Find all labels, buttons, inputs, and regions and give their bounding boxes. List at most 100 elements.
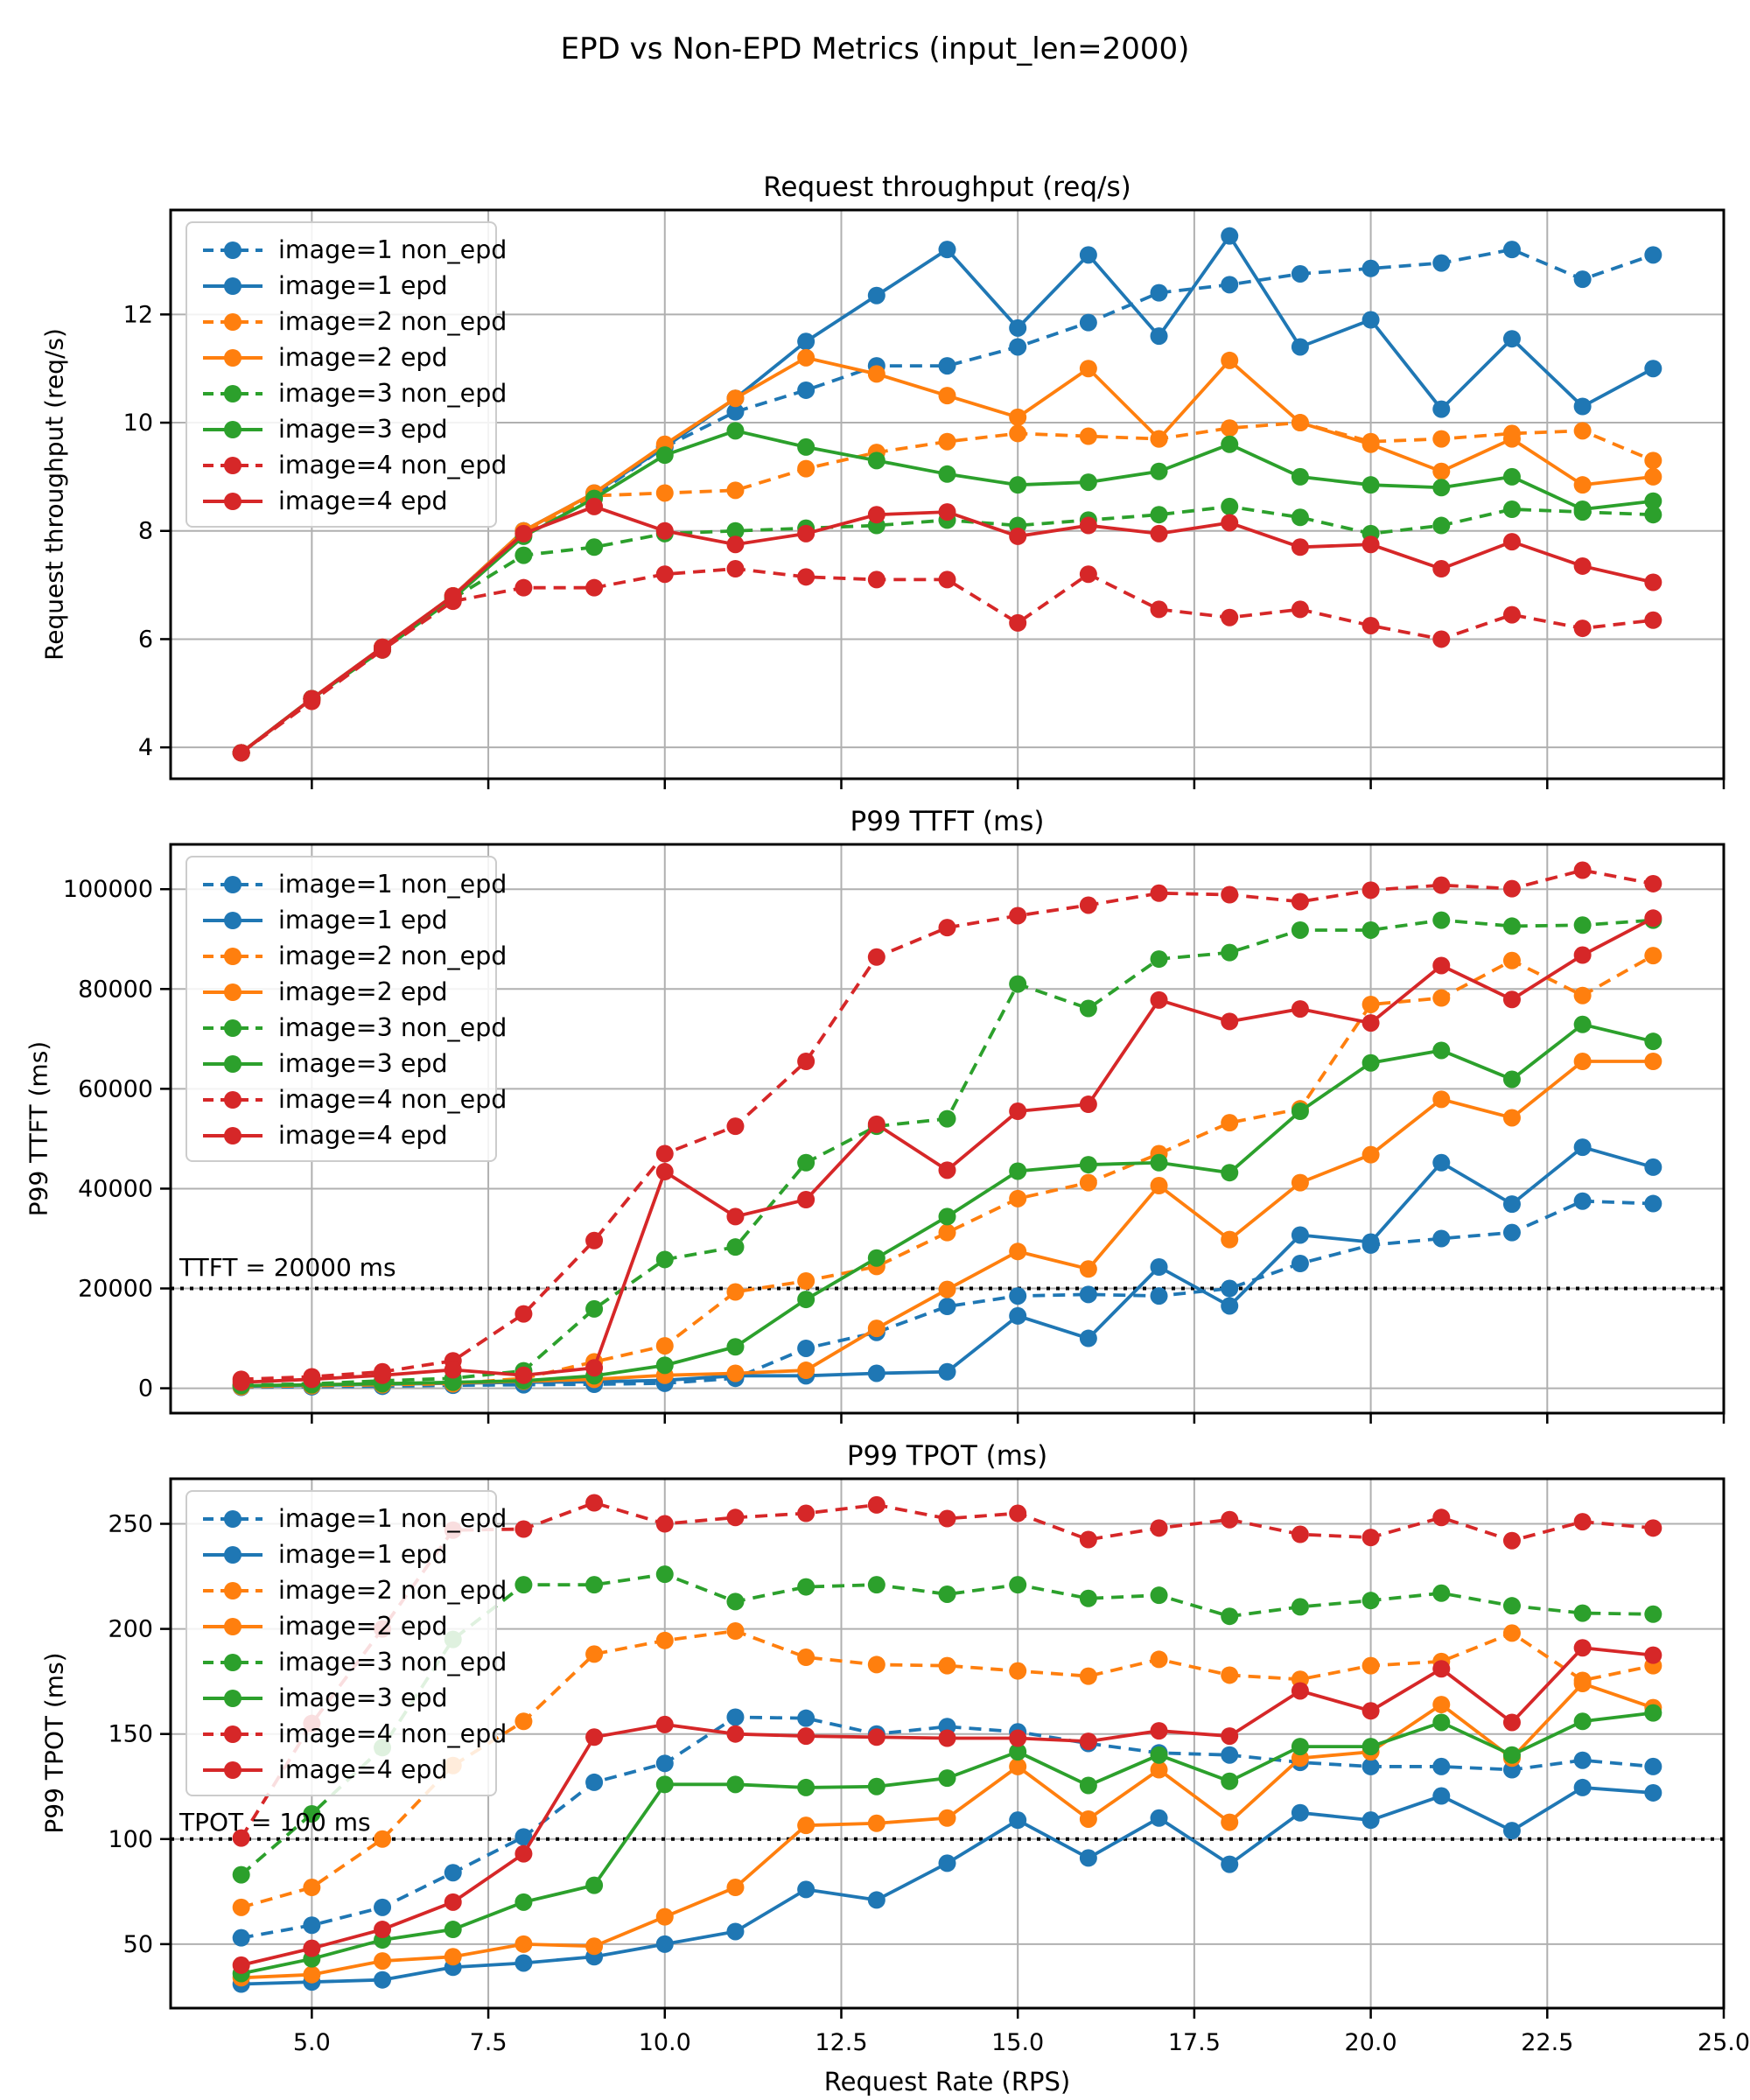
series-marker-img4_epd [1502,1713,1521,1732]
series-marker-img4_nonepd [797,1504,816,1522]
y-tick-label: 0 [138,1376,153,1403]
series-marker-img3_epd [1362,476,1380,494]
series-marker-img3_nonepd [1573,916,1592,934]
series-marker-img2_nonepd [655,484,674,502]
series-marker-img1_nonepd [655,1754,674,1773]
series-marker-img1_epd [1432,400,1451,418]
series-marker-img3_epd [1573,500,1592,519]
series-marker-img3_epd [1432,1713,1451,1732]
legend-item-img4_epd: image=4 epd [187,1752,495,1788]
series-marker-img2_nonepd [1009,424,1027,443]
series-marker-img3_nonepd [655,1565,674,1584]
series-marker-img4_epd [1079,1732,1097,1751]
series-marker-img4_nonepd [1573,861,1592,879]
series-marker-img3_nonepd [1502,1597,1521,1615]
y-tick-label: 12 [123,301,153,328]
series-marker-img4_epd [1009,1102,1027,1121]
x-tick-label: 15.0 [991,2029,1044,2056]
series-marker-img1_nonepd [1079,1285,1097,1304]
series-marker-img2_nonepd [1502,1624,1521,1642]
series-marker-img3_nonepd [938,1585,956,1603]
legend-item-img4_nonepd: image=4 non_epd [187,1716,507,1752]
series-marker-img2_nonepd [726,481,745,500]
series-marker-img4_epd [303,690,321,708]
series-marker-img2_epd [867,1814,886,1832]
series-line-img1_nonepd [241,1199,1654,1390]
series-marker-img3_epd [1432,1041,1451,1060]
series-marker-img1_epd [938,1362,956,1381]
series-marker-img4_epd [1644,1646,1662,1664]
x-tick-label: 22.5 [1521,2029,1573,2056]
series-marker-img2_nonepd [797,1271,816,1290]
series-marker-img1_nonepd [585,1773,604,1791]
series-marker-img2_epd [867,365,886,383]
series-marker-img1_epd [1291,1226,1309,1244]
series-marker-img2_nonepd [797,1648,816,1667]
legend-item-img2_epd: image=2 epd [187,1608,495,1644]
series-marker-img3_epd [1221,1164,1239,1182]
legend-item-img3_epd: image=3 epd [187,1046,495,1082]
series-marker-img4_nonepd [1009,613,1027,632]
series-marker-img4_epd [585,1359,604,1377]
series-marker-img2_epd [938,1809,956,1827]
axes-border [169,1477,1726,2010]
series-marker-img3_epd [938,465,956,483]
legend-label: image=3 non_epd [278,1013,508,1042]
series-marker-img4_epd [1079,1096,1097,1114]
series-marker-img1_nonepd [1573,1192,1592,1210]
series-marker-img4_epd [1150,524,1168,542]
series-marker-img3_epd [1150,1153,1168,1172]
legend-item-img2_nonepd: image=2 non_epd [187,938,507,974]
series-marker-img3_epd [1079,1776,1097,1795]
series-marker-img3_epd [797,1778,816,1796]
legend-item-img1_nonepd: image=1 non_epd [187,866,507,902]
legend-sample-img1_epd [203,911,262,929]
legend-item-img2_nonepd: image=2 non_epd [187,1572,507,1608]
series-marker-img4_nonepd [1150,884,1168,902]
series-marker-img1_nonepd [303,1916,321,1935]
series-marker-img3_nonepd [1291,508,1309,527]
series-marker-img3_epd [1573,1015,1592,1033]
y-tick-label: 6 [138,626,153,653]
series-marker-img1_epd [938,241,956,259]
legend-label: image=1 epd [278,1540,448,1569]
y-tick-label: 80000 [78,976,153,1003]
series-marker-img4_nonepd [514,1305,533,1323]
series-marker-img4_nonepd [1009,906,1027,925]
series-marker-img4_nonepd [1221,1510,1239,1529]
series-marker-img1_epd [1502,330,1521,348]
series-marker-img2_epd [938,387,956,405]
legend-label: image=1 non_epd [278,1504,508,1533]
series-marker-img4_nonepd [1221,608,1239,626]
series-marker-img4_nonepd [1009,1504,1027,1522]
series-marker-img4_epd [655,522,674,540]
series-marker-img1_nonepd [1079,313,1097,332]
legend-item-img1_nonepd: image=1 non_epd [187,232,507,268]
series-marker-img4_epd [867,506,886,524]
figure-suptitle: EPD vs Non-EPD Metrics (input_len=2000) [560,32,1190,66]
series-line-img1_epd [241,1145,1654,1389]
series-marker-img4_epd [1362,536,1380,554]
y-tick-label: 60000 [78,1075,153,1102]
series-marker-img1_nonepd [1502,241,1521,259]
series-marker-img3_epd [444,1373,462,1391]
series-marker-img4_epd [303,1370,321,1389]
series-marker-img4_nonepd [1221,886,1239,904]
series-marker-img1_epd [867,286,886,304]
series-marker-img2_epd [1432,1090,1451,1109]
series-marker-img4_epd [1502,990,1521,1009]
series-marker-img1_nonepd [1221,1279,1239,1298]
legend-label: image=1 epd [278,271,448,300]
series-marker-img1_epd [1150,1257,1168,1276]
series-marker-img1_epd [1362,311,1380,329]
legend-item-img1_epd: image=1 epd [187,902,495,938]
series-marker-img3_nonepd [1432,516,1451,535]
series-marker-img1_epd [1644,1783,1662,1802]
series-marker-img2_epd [585,1937,604,1956]
series-marker-img1_epd [1573,1778,1592,1796]
legend-label: image=3 epd [278,1049,448,1078]
series-marker-img2_epd [655,1908,674,1926]
series-marker-img4_epd [232,744,250,762]
legend-label: image=2 non_epd [278,942,508,970]
series-marker-img4_epd [1644,573,1662,592]
